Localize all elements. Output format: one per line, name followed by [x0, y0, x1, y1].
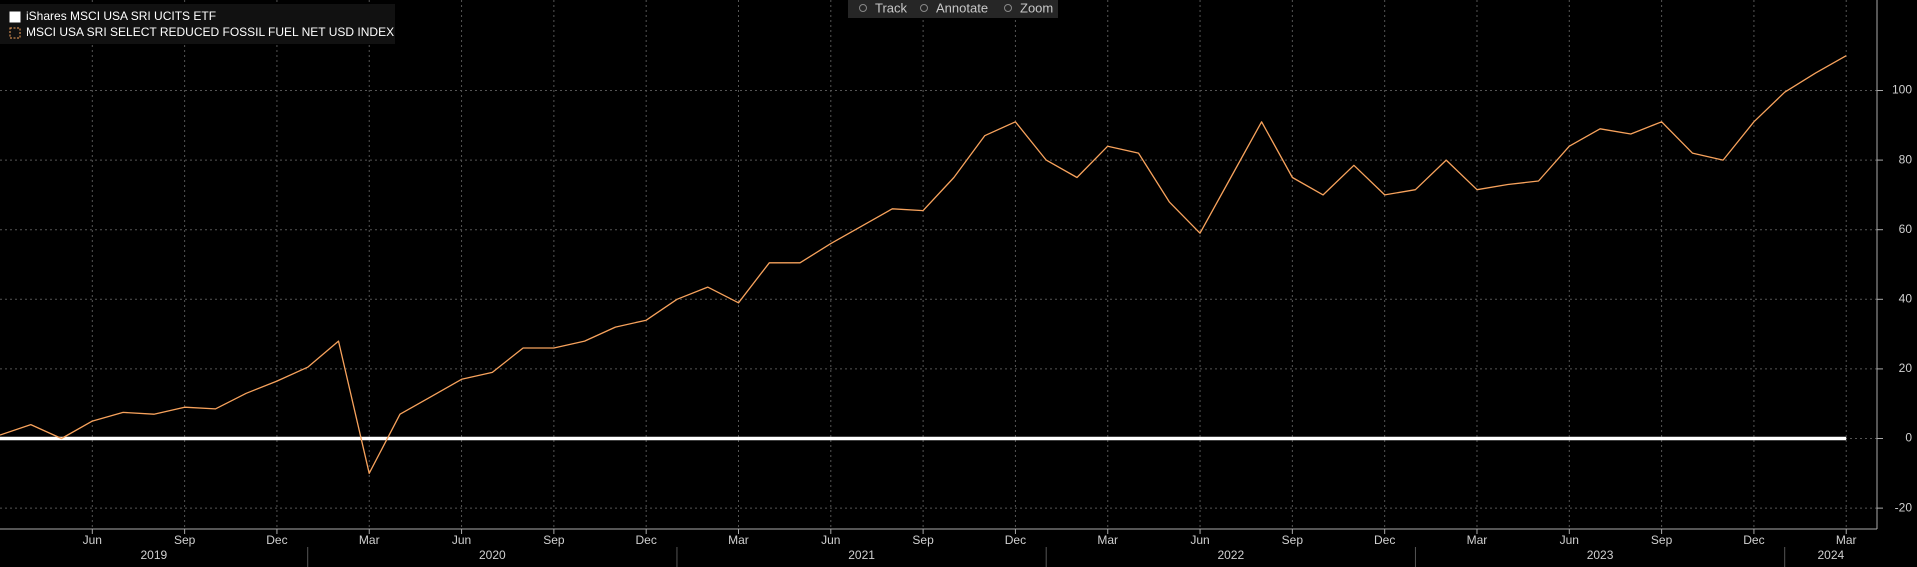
toolbar-button[interactable]: Track	[875, 0, 908, 15]
x-tick-label: Jun	[1560, 533, 1579, 547]
legend-label: iShares MSCI USA SRI UCITS ETF	[26, 9, 216, 23]
x-tick-label: Jun	[452, 533, 471, 547]
x-tick-label: Dec	[266, 533, 287, 547]
legend-box	[0, 4, 395, 44]
x-tick-label: Sep	[174, 533, 196, 547]
y-tick-label: 60	[1899, 222, 1913, 236]
y-tick-label: 80	[1899, 152, 1913, 166]
year-label: 2019	[141, 548, 168, 562]
toolbar-icon	[1004, 4, 1012, 12]
x-tick-label: Jun	[1190, 533, 1209, 547]
toolbar-button[interactable]: Zoom	[1020, 0, 1053, 15]
series-line	[0, 55, 1847, 474]
year-label: 2020	[479, 548, 506, 562]
legend-label: MSCI USA SRI SELECT REDUCED FOSSIL FUEL …	[26, 25, 394, 39]
x-tick-label: Mar	[1467, 533, 1488, 547]
toolbar-button[interactable]: Annotate	[936, 0, 988, 15]
x-tick-label: Mar	[359, 533, 380, 547]
x-tick-label: Jun	[83, 533, 102, 547]
y-tick-label: 100	[1892, 83, 1912, 97]
x-tick-label: Jun	[821, 533, 840, 547]
year-label: 2024	[1817, 548, 1844, 562]
x-tick-label: Sep	[912, 533, 934, 547]
x-tick-label: Mar	[1836, 533, 1857, 547]
legend-swatch	[9, 27, 21, 39]
year-label: 2021	[848, 548, 875, 562]
x-tick-label: Dec	[1374, 533, 1395, 547]
toolbar: Track Annotate Zoom	[848, 0, 1058, 18]
y-tick-label: 40	[1899, 291, 1913, 305]
y-tick-label: -20	[1895, 500, 1913, 514]
year-label: 2022	[1217, 548, 1244, 562]
y-tick-label: 0	[1905, 431, 1912, 445]
x-tick-label: Sep	[1651, 533, 1673, 547]
x-tick-label: Sep	[1282, 533, 1304, 547]
toolbar-icon	[920, 4, 928, 12]
toolbar-bg	[848, 0, 1058, 18]
legend: iShares MSCI USA SRI UCITS ETF MSCI USA S…	[0, 4, 395, 44]
x-tick-label: Dec	[636, 533, 657, 547]
toolbar-icon	[859, 4, 867, 12]
x-tick-label: Dec	[1005, 533, 1026, 547]
x-tick-label: Sep	[543, 533, 565, 547]
x-tick-label: Mar	[1097, 533, 1118, 547]
legend-swatch	[9, 11, 21, 23]
y-tick-label: 20	[1899, 361, 1913, 375]
x-tick-label: Mar	[728, 533, 749, 547]
year-label: 2023	[1587, 548, 1614, 562]
x-tick-label: Dec	[1743, 533, 1764, 547]
